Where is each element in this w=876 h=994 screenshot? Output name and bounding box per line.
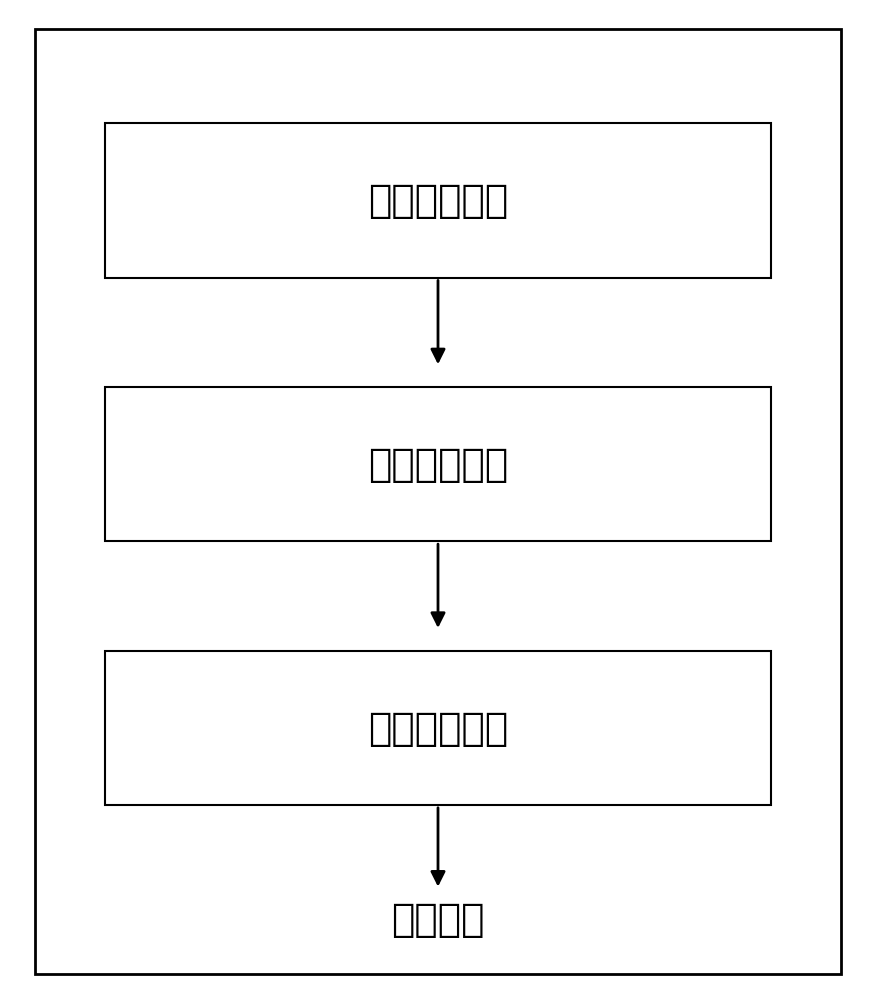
Text: 电压自举模块: 电压自举模块 xyxy=(368,445,508,484)
Bar xyxy=(105,651,771,805)
Bar xyxy=(105,388,771,542)
Text: 电压求和模块: 电压求和模块 xyxy=(368,709,508,747)
Text: 基准电压: 基准电压 xyxy=(392,901,484,938)
Text: 电压生成模块: 电压生成模块 xyxy=(368,182,508,221)
Bar xyxy=(105,124,771,278)
